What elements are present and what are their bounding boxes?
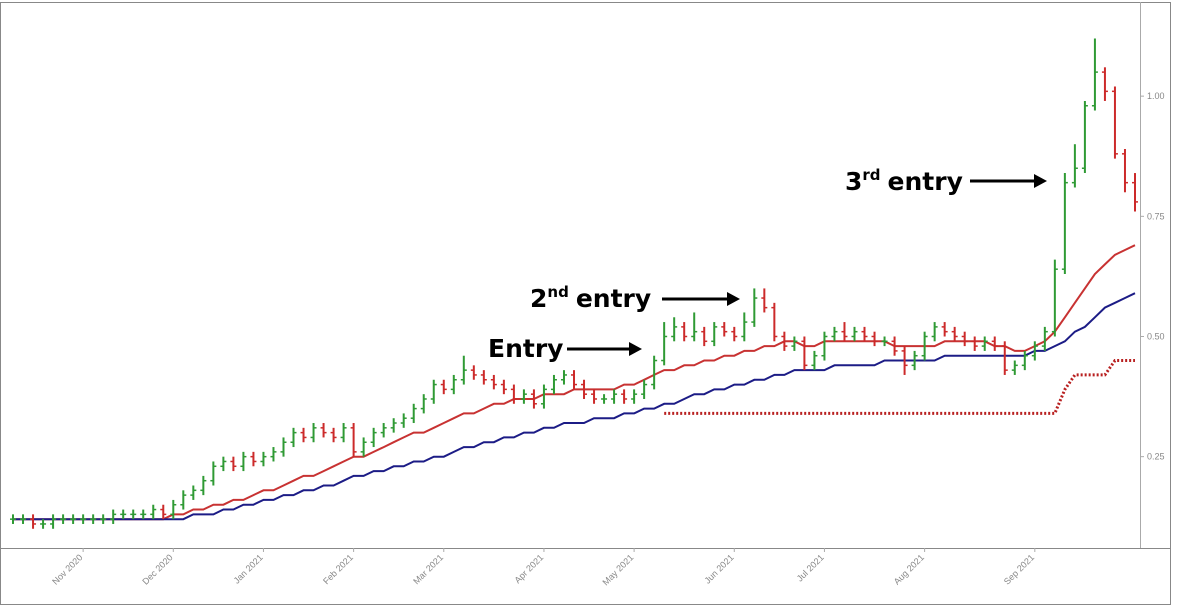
annotation-superscript: rd bbox=[862, 166, 880, 184]
arrow-head bbox=[727, 292, 740, 306]
x-tick-label: Sep 2021 bbox=[1002, 552, 1036, 586]
moving-average bbox=[13, 292, 1136, 521]
y-tick-label: 0.25 bbox=[1147, 452, 1165, 462]
annotation-text: entry bbox=[888, 167, 963, 196]
x-tick-label: Jul 2021 bbox=[795, 552, 826, 583]
x-tick-label: Jun 2021 bbox=[702, 552, 735, 585]
x-tick-label: Nov 2020 bbox=[50, 552, 84, 586]
annotation-number: 3 bbox=[845, 167, 862, 196]
stop-line bbox=[664, 359, 1135, 415]
x-tick-label: Aug 2021 bbox=[892, 552, 926, 586]
arrow-head bbox=[1034, 174, 1047, 188]
annotation: Entry bbox=[488, 334, 563, 363]
annotation-text: entry bbox=[576, 284, 651, 313]
annotation: 2nd entry bbox=[530, 283, 651, 313]
y-tick-label: 0.50 bbox=[1147, 331, 1165, 341]
annotation-superscript: nd bbox=[547, 283, 568, 301]
arrow-head bbox=[629, 342, 642, 356]
y-tick-label: 0.75 bbox=[1147, 211, 1165, 221]
y-tick-label: 1.00 bbox=[1147, 91, 1165, 101]
x-tick-label: Apr 2021 bbox=[512, 552, 545, 585]
x-tick-label: May 2021 bbox=[600, 552, 635, 587]
x-tick-label: Mar 2021 bbox=[411, 552, 445, 586]
annotation: 3rd entry bbox=[845, 166, 963, 196]
annotation-text: Entry bbox=[488, 334, 563, 363]
annotation-number: 2 bbox=[530, 284, 547, 313]
moving-average bbox=[13, 244, 1136, 521]
x-tick-label: Jan 2021 bbox=[232, 552, 265, 585]
x-tick-label: Dec 2020 bbox=[140, 552, 174, 586]
x-tick-label: Feb 2021 bbox=[321, 552, 355, 586]
